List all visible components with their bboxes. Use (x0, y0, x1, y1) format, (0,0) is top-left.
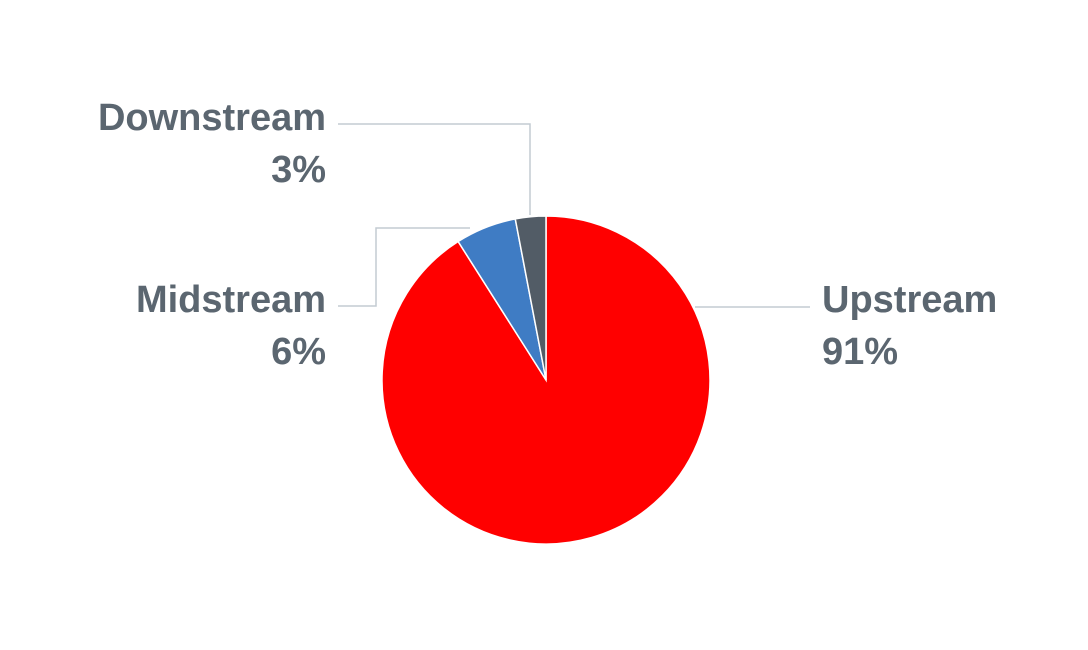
leader-line (338, 227, 470, 307)
pie-slice (514, 215, 547, 381)
slice-value-label: 3% (271, 149, 326, 191)
leader-line (338, 123, 531, 215)
slice-label: Downstream (98, 97, 326, 139)
slice-value-label: 6% (271, 331, 326, 373)
slice-label: Midstream (136, 279, 326, 321)
slice-value-label: 91% (822, 331, 898, 373)
slice-label: Upstream (822, 279, 997, 321)
